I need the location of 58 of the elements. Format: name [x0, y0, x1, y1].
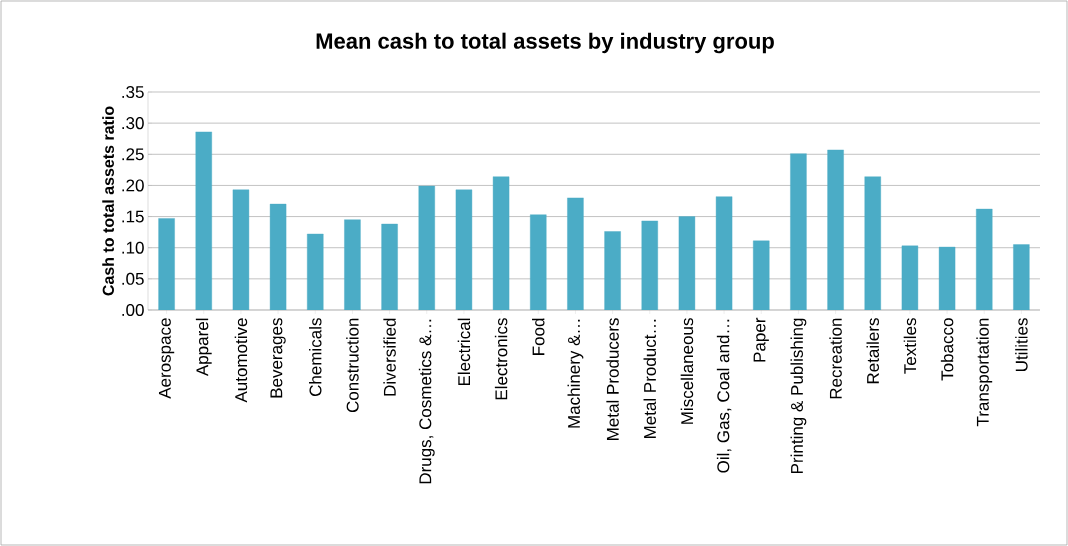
bar — [195, 131, 212, 310]
bar — [418, 185, 435, 310]
x-tick-label: Oil, Gas, Coal and… — [716, 319, 732, 473]
x-tick-label: Textiles — [903, 318, 917, 374]
x-tick-label: Transportation — [976, 318, 993, 427]
bar — [715, 196, 733, 310]
x-tick-label: Miscellaneous — [680, 318, 694, 424]
bar — [381, 223, 398, 310]
x-tick-label: Drugs, Cosmetics &… — [418, 319, 435, 484]
bar — [827, 149, 844, 310]
x-tick-label: Recreation — [829, 318, 842, 399]
y-tick-label: .30 — [122, 117, 144, 130]
bar — [567, 197, 584, 310]
x-tick-label: Electrical — [457, 318, 471, 386]
bar — [344, 219, 361, 310]
bar — [232, 189, 250, 310]
bar — [455, 189, 473, 310]
x-tick-label: Diversified — [383, 318, 396, 396]
bar — [604, 231, 621, 310]
y-tick-label: .10 — [122, 241, 144, 254]
x-tick-label: Food — [532, 318, 545, 355]
bar — [307, 233, 324, 310]
bar — [976, 208, 993, 310]
bar — [790, 153, 807, 310]
bar — [938, 246, 956, 310]
y-tick-label: .20 — [122, 179, 144, 192]
bar — [492, 176, 510, 310]
bar — [530, 214, 547, 310]
bar — [641, 220, 658, 310]
bar — [901, 245, 919, 310]
bar — [753, 240, 770, 310]
x-tick-label: Chemicals — [309, 318, 322, 397]
x-tick-label: Metal Product… — [643, 319, 656, 439]
x-tick-label: Printing & Publishing — [790, 318, 807, 473]
bar — [1013, 244, 1030, 310]
x-tick-label: Apparel — [195, 318, 212, 377]
x-tick-label: Machinery &… — [567, 319, 584, 428]
y-tick-label: .00 — [122, 303, 144, 317]
x-tick-label: Utilities — [1015, 318, 1028, 371]
x-tick-label: Electronics — [494, 318, 508, 400]
x-tick-label: Automotive — [234, 318, 248, 403]
chart-title: Mean cash to total assets by industry group — [316, 32, 774, 54]
x-tick-label: Aerospace — [158, 318, 175, 399]
bar — [678, 216, 696, 310]
bar — [269, 203, 287, 310]
x-tick-label: Tobacco — [940, 318, 954, 381]
x-tick-label: Metal Producers — [606, 318, 619, 440]
bar — [158, 218, 175, 310]
y-tick-label: .05 — [122, 272, 144, 285]
x-tick-label: Retailers — [866, 318, 879, 384]
x-tick-label: Construction — [346, 318, 359, 413]
y-tick-label: .25 — [122, 148, 144, 161]
y-axis-title: Cash to total assets ratio — [102, 106, 114, 296]
x-tick-label: Paper — [753, 317, 769, 362]
y-tick-label: .15 — [122, 210, 144, 223]
y-tick-label: .35 — [122, 85, 144, 99]
bar — [864, 176, 881, 310]
x-tick-label: Beverages — [270, 318, 286, 398]
